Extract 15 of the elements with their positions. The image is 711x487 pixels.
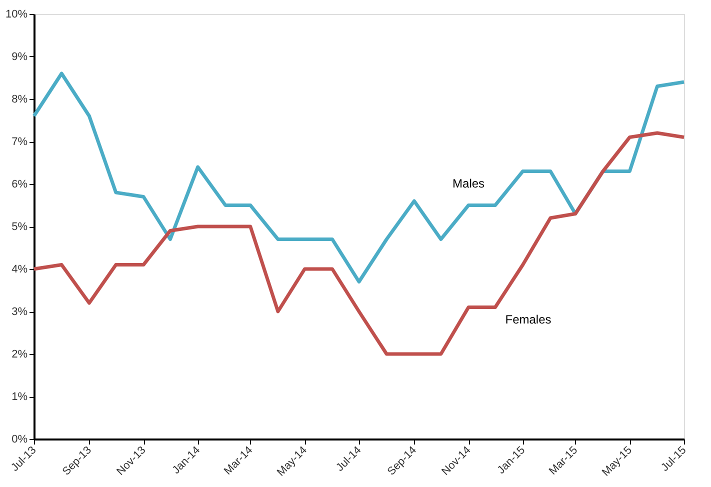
y-tick-label: 2%: [12, 348, 28, 360]
line-series: [32, 131, 686, 356]
y-tick-label: 9%: [12, 51, 28, 63]
y-tick-label: 3%: [12, 306, 28, 318]
y-tick-label: 10%: [5, 8, 28, 20]
y-tick-label: 7%: [12, 136, 28, 148]
series-label: Males: [452, 176, 485, 190]
y-tick-label: 1%: [12, 391, 28, 403]
y-tick-label: 0%: [12, 434, 28, 446]
y-tick-label: 8%: [12, 94, 28, 106]
y-tick-label: 6%: [12, 178, 28, 190]
line-series: [32, 72, 686, 284]
y-tick-label: 5%: [12, 221, 28, 233]
series-label: Females: [505, 312, 552, 326]
y-tick-label: 4%: [12, 264, 28, 276]
